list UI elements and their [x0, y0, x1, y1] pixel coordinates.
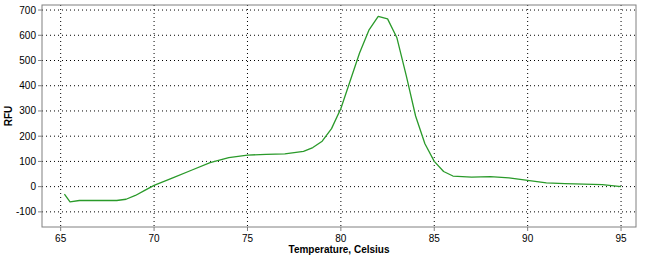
y-tick-label: 0 [30, 181, 36, 192]
y-tick-label: 700 [19, 5, 36, 16]
x-axis-label: Temperature, Celsius [289, 244, 390, 255]
melt-curve [64, 16, 621, 201]
y-grid-line [42, 60, 636, 61]
x-tick-label: 65 [55, 233, 67, 244]
x-tick [340, 227, 341, 231]
y-tick [38, 161, 42, 162]
x-tick [434, 227, 435, 231]
x-tick-label: 90 [522, 233, 534, 244]
x-grid-line [60, 5, 61, 227]
x-tick [527, 227, 528, 231]
y-grid-line [42, 161, 636, 162]
y-grid-line [42, 186, 636, 187]
y-tick [38, 35, 42, 36]
x-tick [247, 227, 248, 231]
plot-frame [42, 5, 636, 227]
y-tick-label: 200 [19, 131, 36, 142]
x-tick-label: 85 [429, 233, 441, 244]
y-tick-label: 500 [19, 55, 36, 66]
plot-area [64, 16, 621, 201]
chart-root: 65 70 75 80 85 90 95 -100 0 100 200 300 400 500 600 700… [0, 0, 653, 260]
x-tick [621, 227, 622, 231]
x-tick-label: 80 [335, 233, 347, 244]
x-tick [60, 227, 61, 231]
y-grid-line [42, 136, 636, 137]
y-tick-label: 400 [19, 80, 36, 91]
x-grid-line [527, 5, 528, 227]
y-tick [38, 10, 42, 11]
y-tick-label: 100 [19, 156, 36, 167]
y-grid-line [42, 85, 636, 86]
x-tick [154, 227, 155, 231]
x-grid-line [434, 5, 435, 227]
x-grid-line [247, 5, 248, 227]
y-tick [38, 60, 42, 61]
y-tick [38, 136, 42, 137]
y-axis-label: RFU [3, 106, 14, 127]
x-grid-line [340, 5, 341, 227]
y-tick-label: 300 [19, 105, 36, 116]
y-grid-line [42, 35, 636, 36]
y-tick-label: -100 [16, 206, 36, 217]
y-tick [38, 110, 42, 111]
y-grid-line [42, 10, 636, 11]
x-tick-label: 75 [242, 233, 254, 244]
y-tick [38, 211, 42, 212]
y-grid-line [42, 211, 636, 212]
chart: 65 70 75 80 85 90 95 -100 0 100 200 300 400 500 600 700… [0, 0, 653, 260]
y-tick-label: 600 [19, 30, 36, 41]
y-tick [38, 85, 42, 86]
x-grid-line [154, 5, 155, 227]
y-tick [38, 186, 42, 187]
x-grid-line [621, 5, 622, 227]
x-tick-label: 70 [149, 233, 161, 244]
x-tick-label: 95 [615, 233, 627, 244]
